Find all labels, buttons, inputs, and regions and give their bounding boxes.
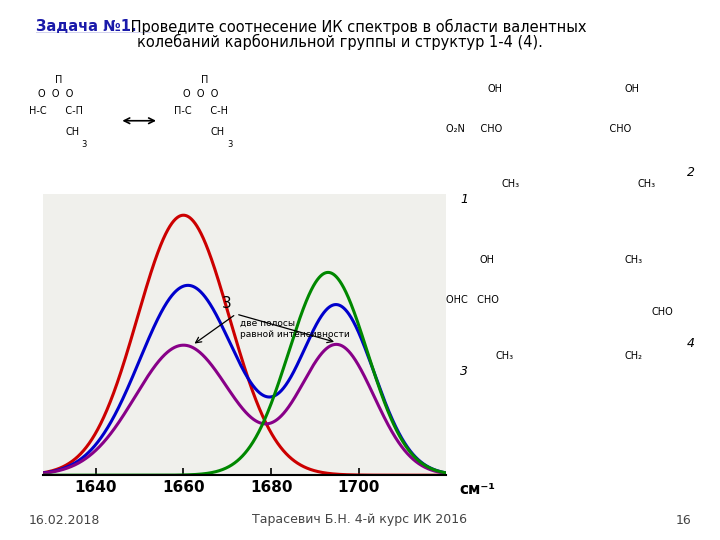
Text: CHO: CHO	[652, 307, 673, 318]
Text: O₂N     CHO: O₂N CHO	[446, 124, 503, 133]
Text: П-С      С-Н: П-С С-Н	[174, 106, 228, 116]
Text: CH₃: CH₃	[638, 179, 656, 190]
Text: 16.02.2018: 16.02.2018	[29, 514, 100, 526]
Text: OHC   CHO: OHC CHO	[446, 295, 499, 306]
Text: две полосы
равной интенсивности: две полосы равной интенсивности	[240, 319, 350, 339]
Text: CH₃: CH₃	[495, 352, 514, 361]
Text: Проведите соотнесение ИК спектров в области валентных: Проведите соотнесение ИК спектров в обла…	[126, 19, 587, 35]
Text: CH₂: CH₂	[624, 352, 642, 361]
Text: OH: OH	[480, 255, 494, 266]
Text: 3: 3	[222, 296, 232, 312]
Text: П: П	[200, 75, 208, 85]
Text: 2: 2	[687, 165, 696, 179]
Text: OH: OH	[487, 84, 503, 93]
Text: Тарасевич Б.Н. 4-й курс ИК 2016: Тарасевич Б.Н. 4-й курс ИК 2016	[253, 514, 467, 526]
Text: CHO: CHO	[597, 124, 631, 133]
Text: Задача №1.: Задача №1.	[36, 19, 137, 34]
Text: колебаний карбонильной группы и структур 1-4 (4).: колебаний карбонильной группы и структур…	[137, 34, 543, 50]
Text: см⁻¹: см⁻¹	[459, 482, 495, 497]
Text: 3: 3	[460, 365, 468, 379]
Text: 3: 3	[82, 140, 87, 149]
Text: CH₃: CH₃	[501, 179, 519, 190]
Text: О  О  О: О О О	[183, 89, 218, 99]
Text: СН: СН	[210, 127, 225, 137]
Text: 4: 4	[687, 338, 696, 350]
Text: CH₃: CH₃	[624, 255, 642, 266]
Text: П: П	[55, 75, 63, 85]
Text: 16: 16	[675, 514, 691, 526]
Text: 1: 1	[460, 193, 468, 206]
Text: Н-С      С-П: Н-С С-П	[29, 106, 83, 116]
Text: 3: 3	[227, 140, 233, 149]
Text: OH: OH	[624, 84, 639, 93]
Text: О  О  О: О О О	[38, 89, 73, 99]
Text: СН: СН	[65, 127, 79, 137]
